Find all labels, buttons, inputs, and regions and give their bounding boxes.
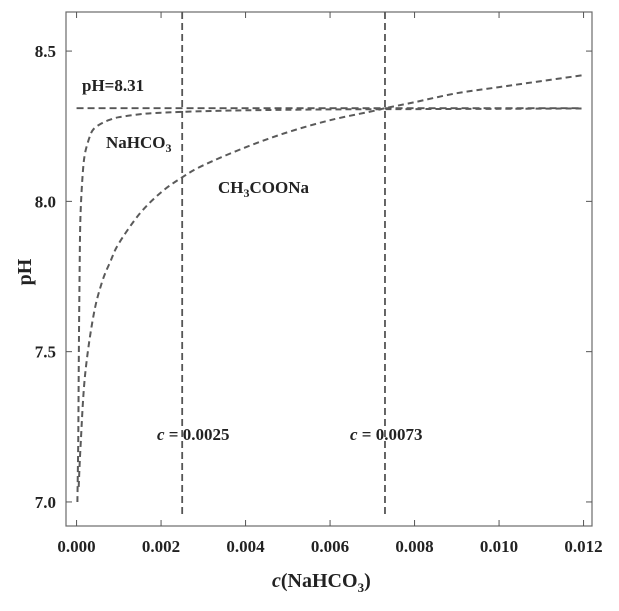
series-curve-ch3coona xyxy=(77,74,584,487)
x-tick-label: 0.006 xyxy=(311,537,349,556)
plot-frame xyxy=(65,11,593,527)
x-tick-label: 0.010 xyxy=(480,537,518,556)
y-tick-label: 8.5 xyxy=(35,42,56,61)
vline-label-1: c = 0.0025 xyxy=(157,425,229,444)
x-tick-label: 0.002 xyxy=(142,537,180,556)
curves xyxy=(76,74,584,503)
hline-label: pH=8.31 xyxy=(82,76,144,95)
series-label-nahco3: NaHCO3 xyxy=(106,133,172,155)
x-tick-label: 0.012 xyxy=(564,537,602,556)
reference-lines xyxy=(76,12,582,518)
x-tick-label: 0.008 xyxy=(395,537,433,556)
y-tick-label: 8.0 xyxy=(35,192,56,211)
x-tick-label: 0.004 xyxy=(226,537,265,556)
y-axis-title: pH xyxy=(14,258,36,285)
series-label-ch3coona: CH3COONa xyxy=(218,178,310,200)
x-axis-title: c(NaHCO3) xyxy=(272,570,371,595)
y-tick-label: 7.0 xyxy=(35,493,56,512)
axis-ticks: 0.000 0.002 0.004 0.006 0.008 0.010 0.012 7.0 7.… xyxy=(35,12,603,556)
vline-label-2: c = 0.0073 xyxy=(350,425,422,444)
x-tick-label: 0.000 xyxy=(57,537,95,556)
series-curve-nahco3 xyxy=(76,107,584,503)
y-tick-label: 7.5 xyxy=(35,343,56,362)
